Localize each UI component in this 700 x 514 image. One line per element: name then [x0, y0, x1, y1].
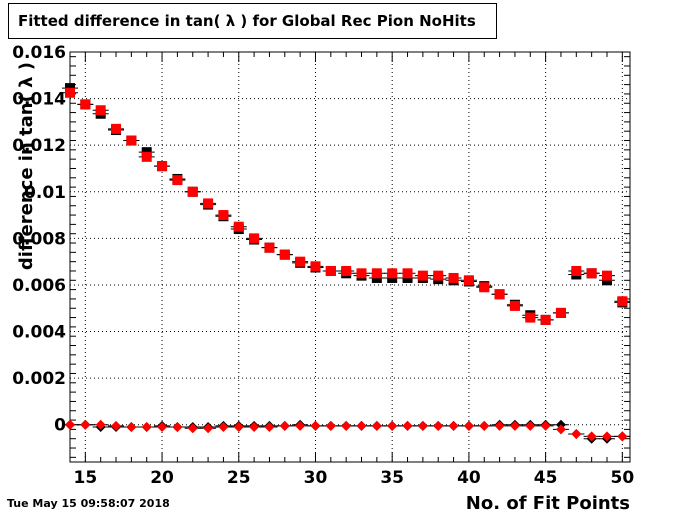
x-tick-label: 30 — [304, 468, 328, 488]
data-point-diamond — [601, 431, 612, 442]
data-point-diamond — [371, 420, 382, 431]
data-point-square — [571, 265, 582, 276]
data-point-square — [279, 249, 290, 260]
data-point-diamond — [325, 420, 336, 431]
x-tick-label: 20 — [150, 468, 174, 488]
data-point-diamond — [341, 420, 352, 431]
data-point-square — [433, 270, 444, 281]
chart-title: Fitted difference in tan( λ ) for Global… — [18, 12, 476, 30]
data-point-diamond — [433, 420, 444, 431]
data-point-diamond — [295, 420, 306, 431]
data-point-diamond — [233, 422, 244, 433]
data-point-diamond — [555, 424, 566, 435]
data-point-diamond — [249, 422, 260, 433]
data-point-square — [95, 105, 106, 116]
y-tick-label: 0 — [54, 416, 66, 436]
data-point-diamond — [479, 420, 490, 431]
data-point-diamond — [172, 422, 183, 433]
plot-background — [70, 52, 630, 462]
data-point-square — [111, 123, 122, 134]
data-point-square — [555, 307, 566, 318]
y-tick-label: 0.01 — [24, 183, 66, 203]
data-point-diamond — [417, 420, 428, 431]
data-point-square — [157, 161, 168, 172]
data-point-square — [203, 198, 214, 209]
data-point-diamond — [203, 423, 214, 434]
data-point-square — [387, 268, 398, 279]
x-tick-label: 25 — [227, 468, 251, 488]
data-point-square — [540, 314, 551, 325]
data-point-diamond — [95, 419, 106, 430]
x-tick-label: 40 — [457, 468, 481, 488]
data-point-diamond — [264, 422, 275, 433]
data-point-square — [617, 296, 628, 307]
data-point-square — [417, 270, 428, 281]
timestamp: Tue May 15 09:58:07 2018 — [7, 497, 170, 510]
x-tick-label: 15 — [74, 468, 98, 488]
x-tick-label: 45 — [534, 468, 558, 488]
data-point-diamond — [310, 420, 321, 431]
data-point-diamond — [157, 422, 168, 433]
data-point-square — [448, 272, 459, 283]
data-point-square — [371, 268, 382, 279]
data-point-square — [402, 268, 413, 279]
data-point-diamond — [525, 420, 536, 431]
y-tick-label: 0.014 — [12, 90, 66, 110]
y-axis-label: difference in tan( λ ) — [16, 62, 37, 270]
data-point-square — [310, 261, 321, 272]
data-point-square — [65, 87, 75, 98]
y-tick-label: 0.008 — [12, 229, 66, 249]
data-point-square — [525, 312, 536, 323]
data-point-square — [126, 135, 137, 146]
data-point-square — [187, 186, 198, 197]
data-point-square — [509, 300, 520, 311]
data-point-diamond — [402, 420, 413, 431]
data-point-diamond — [494, 420, 505, 431]
data-point-square — [249, 233, 260, 244]
data-point-diamond — [80, 419, 91, 430]
data-point-diamond — [617, 431, 628, 442]
x-tick-label: 50 — [610, 468, 634, 488]
y-tick-label: 0.016 — [12, 43, 66, 63]
plot-frame — [69, 51, 631, 463]
data-point-diamond — [65, 419, 75, 430]
data-point-diamond — [463, 420, 474, 431]
data-point-diamond — [187, 423, 198, 434]
data-point-square — [218, 210, 229, 221]
data-point-square — [341, 265, 352, 276]
data-point-diamond — [356, 420, 367, 431]
chart-title-box: Fitted difference in tan( λ ) for Global… — [8, 3, 497, 39]
data-point-square — [172, 175, 183, 186]
y-tick-label: 0.004 — [12, 323, 66, 343]
data-point-square — [141, 151, 152, 162]
data-point-square — [356, 268, 367, 279]
data-point-square — [494, 289, 505, 300]
data-point-square — [295, 256, 306, 267]
data-point-diamond — [111, 420, 122, 431]
x-tick-label: 35 — [380, 468, 404, 488]
data-point-diamond — [387, 420, 398, 431]
data-point-diamond — [218, 422, 229, 433]
y-tick-label: 0.006 — [12, 276, 66, 296]
data-point-diamond — [586, 431, 597, 442]
data-point-square — [463, 275, 474, 286]
data-point-square — [586, 268, 597, 279]
data-point-diamond — [126, 422, 137, 433]
data-point-diamond — [279, 420, 290, 431]
data-point-diamond — [509, 420, 520, 431]
y-tick-label: 0.002 — [12, 369, 66, 389]
y-tick-label: 0.012 — [12, 136, 66, 156]
data-point-square — [233, 221, 244, 232]
data-point-square — [325, 265, 336, 276]
data-point-diamond — [141, 422, 152, 433]
data-point-diamond — [540, 420, 551, 431]
x-axis-label: No. of Fit Points — [466, 493, 630, 514]
data-point-square — [601, 270, 612, 281]
data-point-diamond — [448, 420, 459, 431]
data-point-diamond — [571, 429, 582, 440]
data-point-square — [80, 99, 91, 110]
data-point-square — [264, 242, 275, 253]
data-point-square — [479, 282, 490, 293]
